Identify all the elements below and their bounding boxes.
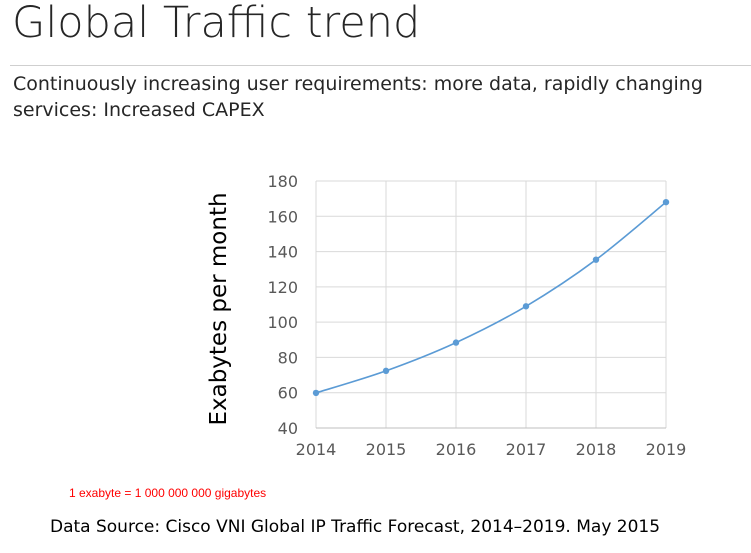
- data-source: Data Source: Cisco VNI Global IP Traffic…: [50, 517, 661, 537]
- data-point: [452, 339, 460, 346]
- y-tick-label: 40: [278, 419, 298, 438]
- y-axis-label: Exabytes per month: [206, 192, 232, 425]
- data-point: [522, 303, 530, 310]
- data-point: [312, 389, 320, 397]
- data-point: [592, 256, 600, 263]
- x-tick-label: 2015: [366, 440, 407, 459]
- y-tick-label: 180: [267, 172, 298, 191]
- x-tick-label: 2019: [646, 440, 687, 459]
- y-tick-label: 80: [278, 348, 298, 367]
- y-tick-label: 140: [267, 243, 298, 262]
- y-tick-label: 100: [267, 313, 298, 332]
- chart-gridlines: [315, 180, 667, 428]
- x-tick-labels: 2014 2015 2016 2017 2018 2019: [296, 440, 687, 459]
- series-line-group: [312, 198, 670, 397]
- x-tick-label: 2018: [576, 440, 617, 459]
- y-tick-label: 120: [267, 278, 298, 297]
- y-tick-label: 160: [267, 207, 298, 226]
- x-tick-label: 2014: [296, 440, 337, 459]
- data-point: [382, 367, 390, 375]
- y-tick-labels: 40 60 80 100 120 140 160 180: [267, 172, 298, 438]
- x-tick-label: 2016: [436, 440, 477, 459]
- x-tick-label: 2017: [506, 440, 547, 459]
- unit-note: 1 exabyte = 1 000 000 000 gigabytes: [69, 486, 267, 500]
- data-point: [662, 198, 670, 206]
- y-tick-label: 60: [278, 384, 298, 403]
- series-line: [315, 201, 667, 394]
- slide-title: Global Traffic trend: [12, 0, 421, 48]
- slide-subtitle: Continuously increasing user requirement…: [13, 73, 703, 121]
- title-divider: [10, 65, 751, 66]
